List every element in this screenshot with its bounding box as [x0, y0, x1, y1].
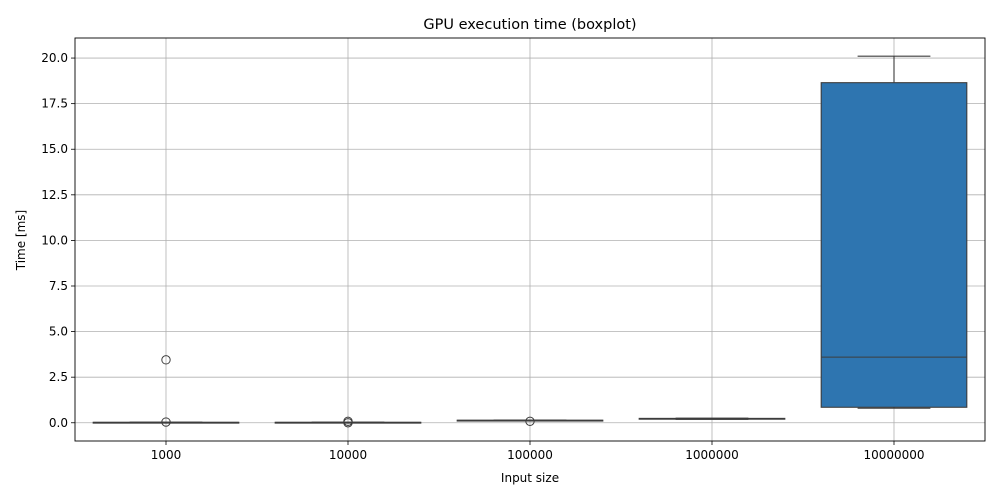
- x-axis-label: Input size: [501, 471, 559, 485]
- y-tick-label: 2.5: [49, 370, 68, 384]
- y-tick-label: 10.0: [41, 233, 68, 247]
- x-ticks: 1000 10000 100000 1000000 10000000: [151, 441, 925, 462]
- box-100000: [456, 416, 604, 427]
- y-ticks: 0.0 2.5 5.0 7.5 10.0 12.5 15.0 17.5 20.0: [41, 51, 75, 430]
- x-tick-label: 1000000: [685, 448, 738, 462]
- y-tick-label: 0.0: [49, 416, 68, 430]
- box-10000000: [820, 55, 968, 409]
- box-iqr: [820, 82, 968, 408]
- outlier-point: [343, 418, 353, 428]
- boxes: [92, 55, 968, 428]
- y-tick-label: 20.0: [41, 51, 68, 65]
- x-tick-label: 10000000: [863, 448, 924, 462]
- y-tick-label: 15.0: [41, 142, 68, 156]
- y-tick-label: 5.0: [49, 325, 68, 339]
- x-tick-label: 10000: [329, 448, 367, 462]
- box-10000: [274, 416, 422, 428]
- y-tick-label: 17.5: [41, 97, 68, 111]
- y-tick-label: 12.5: [41, 188, 68, 202]
- x-tick-label: 100000: [507, 448, 553, 462]
- box-1000: [92, 355, 240, 427]
- outlier-point: [161, 355, 171, 365]
- box-1000000: [638, 417, 786, 420]
- outlier-point: [161, 417, 171, 427]
- outlier-point: [525, 416, 535, 427]
- y-tick-label: 7.5: [49, 279, 68, 293]
- y-axis-label: Time [ms]: [14, 210, 28, 272]
- chart-title: GPU execution time (boxplot): [423, 17, 636, 33]
- x-tick-label: 1000: [151, 448, 182, 462]
